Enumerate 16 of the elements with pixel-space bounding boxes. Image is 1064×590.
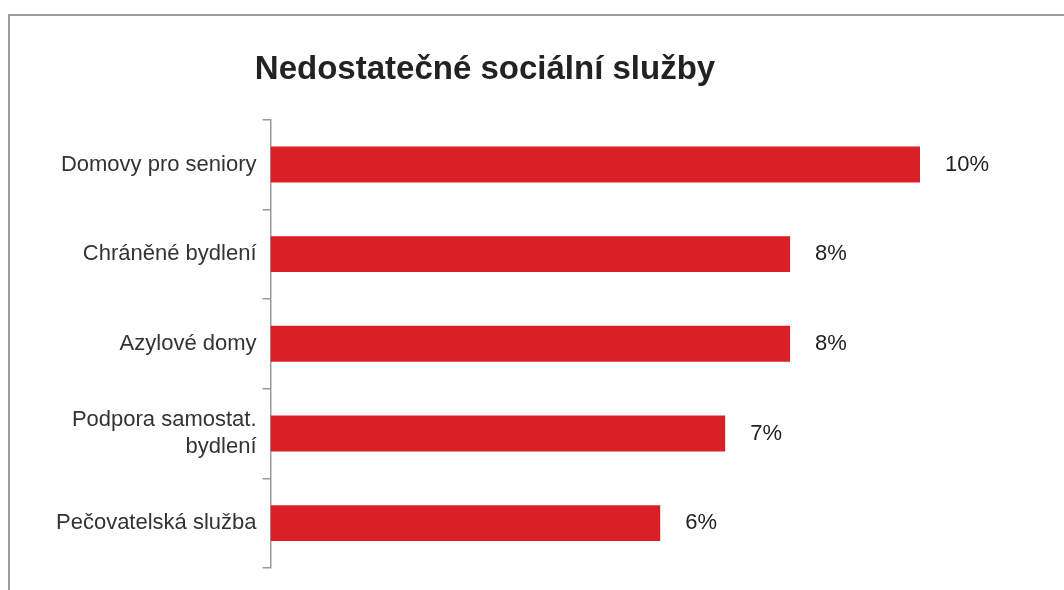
bar — [270, 325, 791, 362]
bar — [270, 505, 661, 542]
chart-title: Nedostatečné sociální služby — [254, 48, 716, 86]
bar — [270, 415, 726, 452]
data-label: 7% — [750, 419, 782, 445]
data-label: 6% — [685, 509, 718, 535]
y-tick-label: Pečovatelská služba — [55, 509, 258, 535]
bar — [270, 146, 920, 183]
y-tick-label: Podpora samostat. bydlení — [71, 406, 257, 458]
y-tick-label: Azylové domy — [119, 329, 257, 355]
y-tick-label: Domovy pro seniory — [60, 150, 257, 176]
data-label: 8% — [815, 329, 847, 355]
data-label: 10% — [945, 150, 990, 176]
y-tick-label: Chráněné bydlení — [82, 240, 257, 266]
bar — [270, 236, 791, 273]
data-label: 8% — [815, 240, 847, 266]
